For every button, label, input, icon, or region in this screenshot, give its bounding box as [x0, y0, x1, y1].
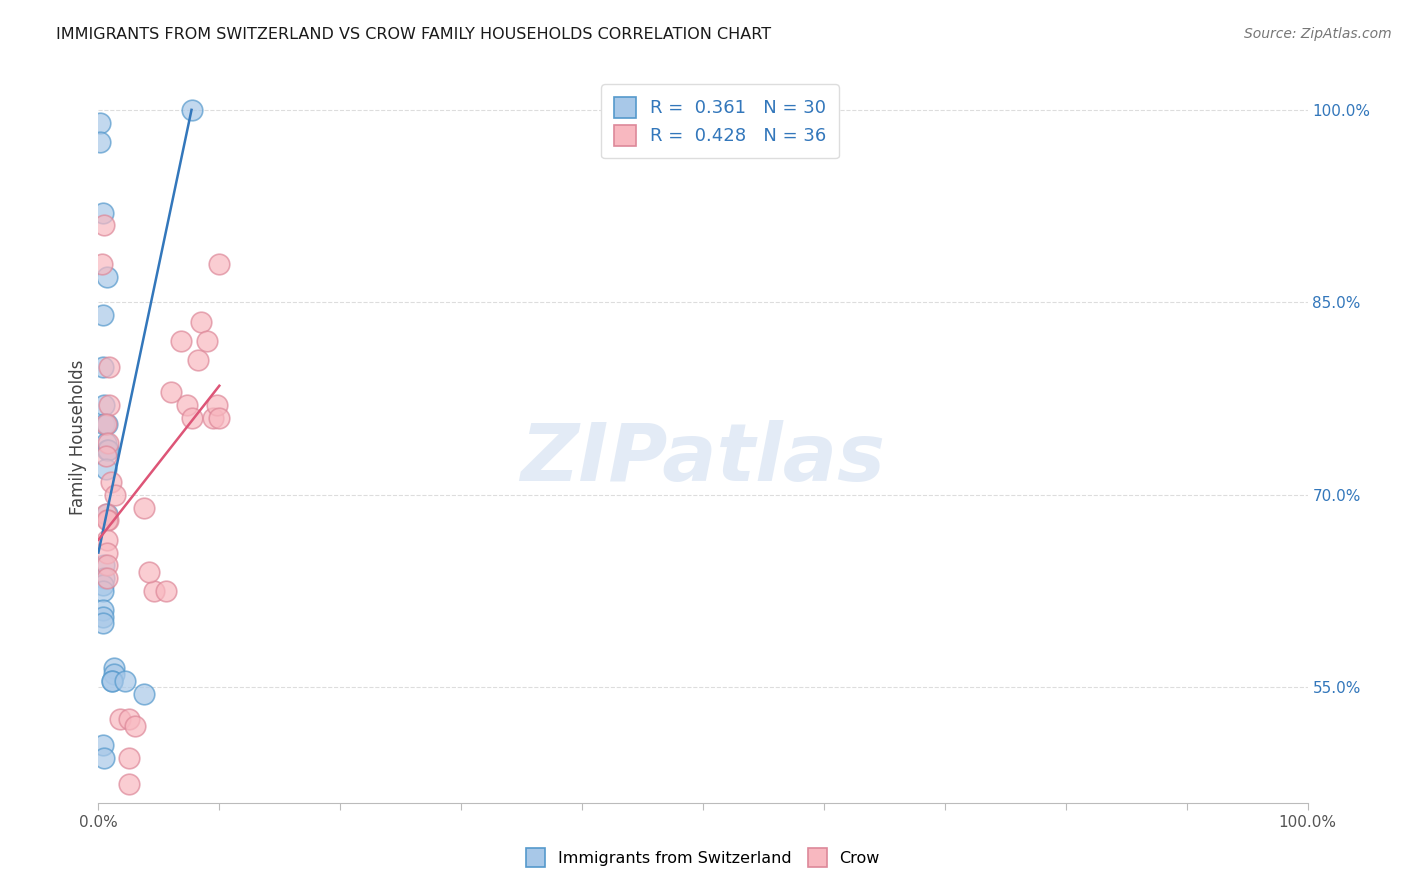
Point: [96, 269, 118, 284]
Text: IMMIGRANTS FROM SWITZERLAND VS CROW FAMILY HOUSEHOLDS CORRELATION CHART: IMMIGRANTS FROM SWITZERLAND VS CROW FAMI…: [56, 27, 772, 42]
Point: [94, 462, 117, 476]
Point: [155, 584, 177, 599]
Point: [118, 751, 141, 765]
Legend: R =  0.361   N = 30, R =  0.428   N = 36: R = 0.361 N = 30, R = 0.428 N = 36: [602, 84, 839, 158]
Point: [176, 398, 198, 412]
Point: [202, 410, 225, 425]
Point: [169, 334, 191, 348]
Point: [104, 488, 127, 502]
Point: [180, 103, 202, 117]
Point: [94, 417, 117, 432]
Point: [91, 359, 114, 374]
Point: [208, 410, 231, 425]
Point: [98, 398, 121, 412]
Text: Source: ZipAtlas.com: Source: ZipAtlas.com: [1244, 27, 1392, 41]
Point: [96, 571, 118, 585]
Point: [180, 410, 202, 425]
Point: [96, 417, 118, 432]
Point: [108, 712, 131, 726]
Point: [94, 450, 117, 464]
Point: [208, 257, 231, 271]
Point: [93, 751, 115, 765]
Point: [205, 398, 228, 412]
Point: [93, 219, 115, 233]
Point: [93, 571, 115, 585]
Point: [190, 315, 212, 329]
Y-axis label: Family Households: Family Households: [69, 359, 87, 515]
Point: [134, 500, 156, 515]
Point: [96, 545, 118, 559]
Point: [100, 673, 122, 688]
Point: [91, 257, 114, 271]
Point: [160, 385, 183, 400]
Point: [93, 398, 115, 412]
Point: [91, 738, 114, 752]
Point: [91, 584, 114, 599]
Text: ZIPatlas: ZIPatlas: [520, 420, 886, 498]
Point: [91, 603, 114, 617]
Point: [98, 359, 121, 374]
Point: [96, 442, 118, 457]
Point: [138, 565, 160, 579]
Point: [91, 577, 114, 591]
Point: [96, 558, 118, 573]
Point: [100, 673, 122, 688]
Point: [96, 514, 118, 528]
Legend: Immigrants from Switzerland, Crow: Immigrants from Switzerland, Crow: [520, 842, 886, 873]
Point: [91, 308, 114, 322]
Point: [103, 667, 125, 681]
Point: [97, 436, 120, 450]
Point: [134, 687, 156, 701]
Point: [91, 205, 114, 219]
Point: [143, 584, 166, 599]
Point: [103, 661, 125, 675]
Point: [96, 533, 118, 547]
Point: [93, 417, 115, 432]
Point: [91, 616, 114, 631]
Point: [100, 475, 122, 489]
Point: [91, 609, 114, 624]
Point: [93, 558, 115, 573]
Point: [96, 507, 118, 521]
Point: [94, 507, 117, 521]
Point: [97, 514, 120, 528]
Point: [94, 436, 117, 450]
Point: [195, 334, 218, 348]
Point: [89, 116, 111, 130]
Point: [114, 673, 136, 688]
Point: [124, 719, 146, 733]
Point: [118, 712, 141, 726]
Point: [97, 442, 120, 457]
Point: [187, 353, 209, 368]
Point: [118, 776, 141, 790]
Point: [89, 135, 111, 149]
